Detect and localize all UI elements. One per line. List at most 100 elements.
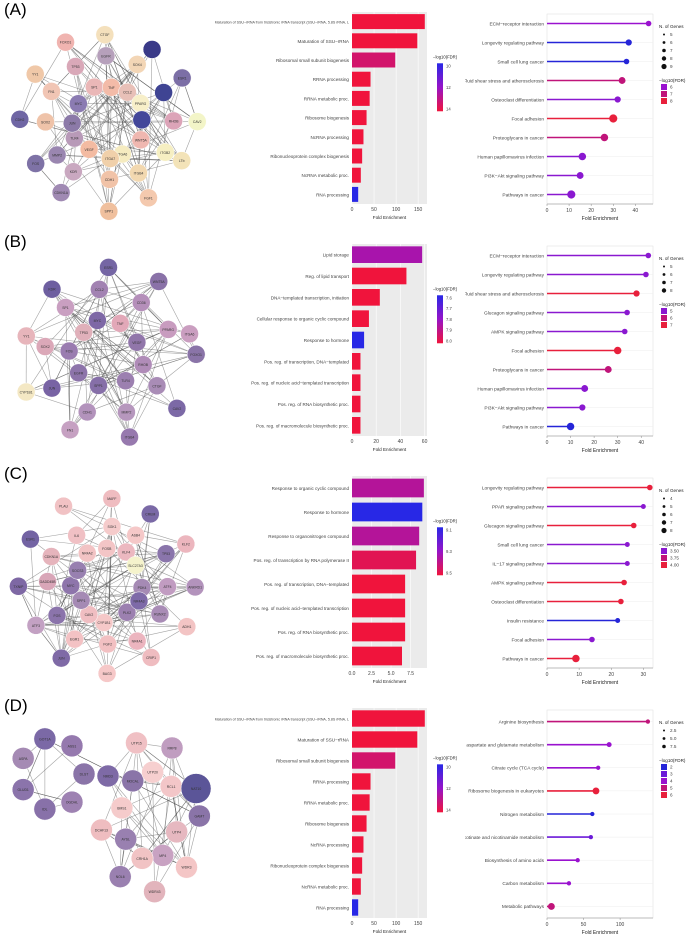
network-node: IDL bbox=[33, 797, 57, 821]
node-label: SP1 bbox=[91, 86, 98, 90]
node-circle bbox=[127, 55, 147, 74]
network-node: SPP1 bbox=[89, 376, 108, 395]
node-circle bbox=[77, 402, 97, 422]
x-axis-title: Fold Enrichment bbox=[373, 447, 407, 452]
network-node: PLK2 bbox=[117, 603, 137, 622]
category-label: Response to organonitrogen compound bbox=[268, 534, 349, 539]
network-node: SOX2 bbox=[35, 337, 55, 356]
network-node: NR4A2 bbox=[77, 543, 97, 563]
color-legend-label: 4 bbox=[670, 779, 673, 784]
category-label: AMPK signaling pathway bbox=[491, 580, 545, 586]
category-label: Human papillomavirus infection bbox=[477, 386, 544, 392]
category-label: Metabolic pathways bbox=[502, 904, 545, 910]
node-label: ITGA6 bbox=[117, 153, 127, 157]
network-node: ITGB4 bbox=[129, 163, 148, 183]
node-circle bbox=[62, 113, 82, 133]
node-circle bbox=[129, 591, 149, 611]
node-circle bbox=[102, 517, 122, 536]
node-circle bbox=[120, 427, 139, 447]
network-node bbox=[142, 40, 162, 59]
node-label: NMD3 bbox=[103, 774, 113, 778]
lollipop-head bbox=[604, 366, 612, 373]
category-label: Longevity regulating pathway bbox=[482, 485, 545, 491]
network-node: NR4A3 bbox=[129, 591, 149, 611]
panel-c: (C) ANKRD1 RUNX2 PLK2 ADH1 NR4A1 CYP1B1 CRIP1 F… bbox=[0, 464, 692, 690]
bar bbox=[352, 794, 370, 811]
network-node: SP1 bbox=[56, 298, 75, 317]
x-tick-label: 30 bbox=[641, 672, 647, 678]
network-node: WNT5A bbox=[149, 272, 168, 291]
network-node: TNF bbox=[102, 78, 121, 97]
category-label: Response to hormone bbox=[304, 338, 350, 343]
network-node: UTP15 bbox=[125, 731, 148, 755]
color-legend-swatch bbox=[661, 322, 667, 328]
size-legend-title: N. of Genes bbox=[659, 488, 684, 493]
network-edge bbox=[65, 307, 71, 430]
node-circle bbox=[65, 629, 84, 649]
size-legend-label: 9 bbox=[670, 64, 673, 69]
x-tick-label: 10 bbox=[566, 208, 572, 214]
node-label: CDH2 bbox=[15, 118, 24, 122]
node-label: PLAU bbox=[59, 505, 68, 509]
network-node: FOS bbox=[47, 606, 67, 625]
node-label: ITGB4 bbox=[134, 172, 144, 176]
network-node: MAFF bbox=[102, 489, 122, 508]
node-circle bbox=[114, 827, 137, 851]
node-circle bbox=[130, 847, 154, 870]
node-circle bbox=[42, 82, 61, 101]
network-node: GADD45B bbox=[38, 572, 57, 591]
node-label: SOX4 bbox=[133, 63, 142, 67]
category-label: Nicotinate and nicotinamide metabolism bbox=[465, 835, 544, 841]
node-label: YY1 bbox=[23, 334, 30, 338]
size-legend-title: N. of Genes bbox=[659, 256, 684, 261]
network-edge bbox=[65, 41, 174, 122]
lollipop-head bbox=[614, 96, 621, 103]
node-label: CDH1 bbox=[83, 410, 92, 414]
network-edge bbox=[51, 91, 141, 141]
x-tick-label: 0 bbox=[546, 208, 549, 214]
lollipop-head bbox=[625, 39, 632, 46]
node-label: CTGF bbox=[152, 384, 161, 388]
node-circle bbox=[100, 149, 120, 168]
network-node: WNT5A bbox=[131, 130, 151, 150]
node-circle bbox=[69, 94, 88, 113]
category-label: Pos. reg. of macromolecule biosynthetic … bbox=[256, 654, 349, 659]
node-label: TNF bbox=[108, 86, 115, 90]
lollipop-head bbox=[566, 881, 572, 886]
category-label: Proteoglycans in cancer bbox=[493, 367, 545, 373]
size-legend-label: 6 bbox=[670, 272, 673, 277]
bar bbox=[352, 110, 367, 126]
node-label: ITGB4 bbox=[125, 436, 135, 440]
node-circle bbox=[150, 604, 170, 624]
network-node: MMP2 bbox=[47, 145, 67, 165]
size-legend-dot bbox=[663, 497, 665, 500]
category-label: Response to organic cyclic compound bbox=[272, 486, 350, 491]
node-label: KLF4 bbox=[122, 550, 130, 554]
node-circle bbox=[177, 617, 197, 636]
size-legend-label: 6 bbox=[670, 512, 673, 517]
node-label: FOS bbox=[54, 614, 62, 618]
category-label: Pos. reg. of transcription, DNA−template… bbox=[264, 359, 349, 364]
node-circle bbox=[129, 163, 148, 183]
category-label: Nitrogen metabolism bbox=[500, 812, 544, 818]
node-circle bbox=[60, 420, 80, 440]
network-node: UTP20 bbox=[141, 760, 164, 784]
node-circle bbox=[79, 140, 99, 159]
lollipop-head bbox=[645, 20, 652, 27]
color-legend-label: 8 bbox=[670, 99, 673, 104]
network-edge bbox=[83, 329, 169, 333]
category-label: Pathways in cancer bbox=[502, 192, 544, 198]
x-tick-label: 40 bbox=[638, 440, 644, 446]
network-node: IL6 bbox=[67, 526, 86, 545]
node-circle bbox=[126, 525, 145, 545]
node-circle bbox=[26, 616, 46, 635]
node-circle bbox=[52, 648, 71, 668]
legend-label: 7.9 bbox=[446, 328, 452, 333]
lollipop-head bbox=[578, 152, 587, 161]
node-circle bbox=[186, 345, 206, 364]
node-circle bbox=[143, 880, 166, 903]
lollipop-head bbox=[579, 404, 586, 411]
node-circle bbox=[61, 576, 80, 595]
bar bbox=[352, 598, 406, 618]
node-circle bbox=[97, 539, 117, 558]
